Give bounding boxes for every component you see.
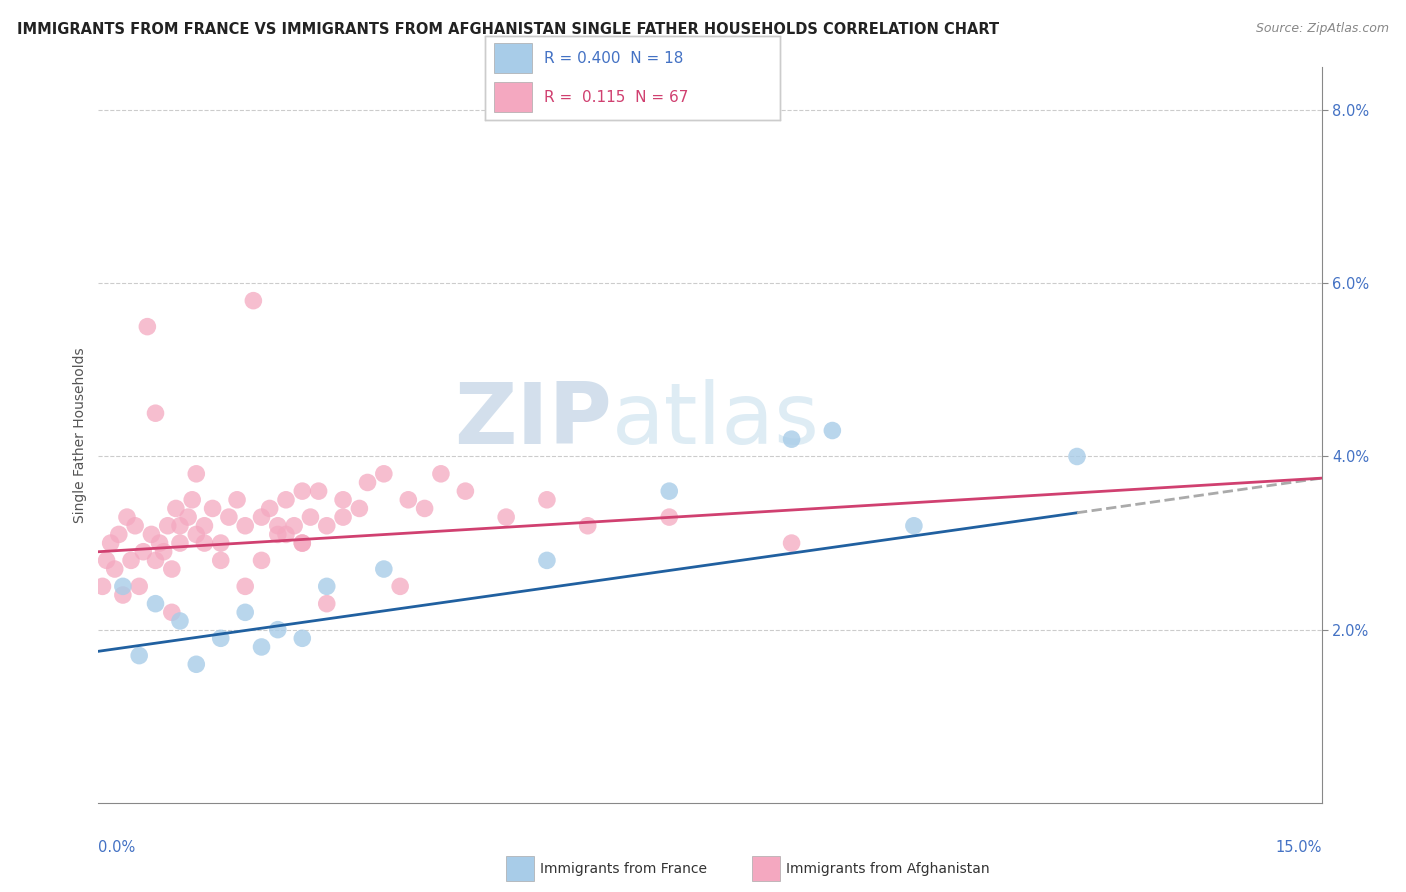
Point (536, 492, 558, 507)
Point (373, 562, 395, 576)
Point (274, 527, 297, 541)
Point (259, 501, 281, 516)
FancyBboxPatch shape (494, 82, 533, 112)
Point (413, 501, 436, 516)
Y-axis label: Single Father Households: Single Father Households (73, 347, 87, 523)
Point (430, 467, 453, 481)
Text: atlas: atlas (612, 378, 820, 462)
Point (250, 510, 273, 524)
Point (149, 536, 172, 550)
Point (356, 475, 378, 490)
Point (111, 579, 134, 593)
Point (658, 510, 681, 524)
Point (201, 501, 224, 516)
Point (315, 518, 337, 533)
Point (132, 545, 155, 559)
Text: ZIP: ZIP (454, 378, 612, 462)
Point (128, 579, 150, 593)
Point (903, 518, 925, 533)
Point (160, 605, 183, 619)
Point (156, 518, 179, 533)
Point (536, 553, 558, 567)
Point (218, 510, 240, 524)
Point (332, 510, 354, 524)
Point (291, 536, 314, 550)
Point (250, 553, 273, 567)
Point (291, 536, 314, 550)
Point (349, 501, 371, 516)
Point (821, 424, 844, 438)
Point (169, 614, 191, 628)
Point (181, 492, 204, 507)
Point (152, 545, 174, 559)
Point (315, 597, 337, 611)
Point (267, 518, 290, 533)
Point (96, 553, 118, 567)
Point (233, 605, 256, 619)
Point (396, 492, 419, 507)
Point (124, 518, 146, 533)
Point (160, 562, 183, 576)
Point (177, 510, 200, 524)
Point (315, 579, 337, 593)
Point (250, 640, 273, 654)
Text: R = 0.400  N = 18: R = 0.400 N = 18 (544, 51, 683, 66)
Point (91, 579, 114, 593)
Point (141, 527, 163, 541)
FancyBboxPatch shape (494, 44, 533, 73)
Point (267, 623, 290, 637)
Point (332, 492, 354, 507)
Point (111, 588, 134, 602)
Point (267, 527, 290, 541)
Point (104, 562, 127, 576)
Point (209, 632, 232, 646)
Point (186, 467, 208, 481)
Text: Immigrants from Afghanistan: Immigrants from Afghanistan (786, 862, 990, 876)
Point (454, 484, 477, 499)
Point (389, 579, 412, 593)
Point (169, 536, 191, 550)
Point (193, 518, 215, 533)
Point (658, 484, 681, 499)
Point (780, 432, 803, 446)
Point (209, 536, 232, 550)
Point (373, 467, 395, 481)
Point (291, 484, 314, 499)
Text: 15.0%: 15.0% (1275, 839, 1322, 855)
Point (108, 527, 131, 541)
Point (165, 501, 187, 516)
Point (193, 536, 215, 550)
Point (274, 492, 297, 507)
Point (186, 657, 208, 672)
Text: Immigrants from France: Immigrants from France (540, 862, 707, 876)
Point (145, 406, 167, 420)
Point (226, 492, 249, 507)
Point (283, 518, 305, 533)
Point (186, 527, 208, 541)
Point (145, 553, 167, 567)
Text: 0.0%: 0.0% (98, 839, 135, 855)
Point (1066, 450, 1088, 464)
Point (780, 536, 803, 550)
Point (120, 553, 142, 567)
Point (209, 553, 232, 567)
Point (128, 648, 150, 663)
Point (233, 518, 256, 533)
Text: R =  0.115  N = 67: R = 0.115 N = 67 (544, 89, 689, 104)
Point (115, 510, 138, 524)
Point (299, 510, 322, 524)
Text: Source: ZipAtlas.com: Source: ZipAtlas.com (1256, 22, 1389, 36)
Point (576, 518, 599, 533)
Point (169, 518, 191, 533)
Point (308, 484, 330, 499)
Point (136, 319, 159, 334)
Point (233, 579, 256, 593)
Text: IMMIGRANTS FROM FRANCE VS IMMIGRANTS FROM AFGHANISTAN SINGLE FATHER HOUSEHOLDS C: IMMIGRANTS FROM FRANCE VS IMMIGRANTS FRO… (17, 22, 1000, 37)
Point (242, 293, 264, 308)
Point (145, 597, 167, 611)
Point (495, 510, 517, 524)
Point (291, 632, 314, 646)
Point (100, 536, 122, 550)
